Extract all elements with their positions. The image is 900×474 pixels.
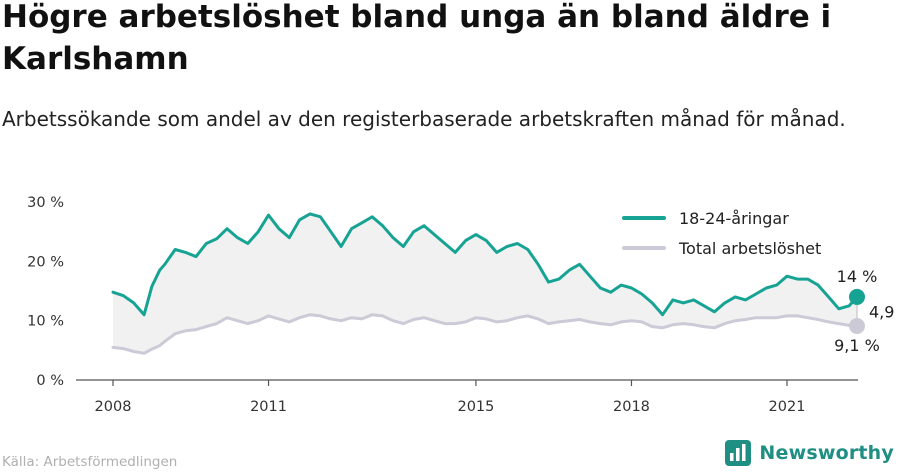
end-label-total: 9,1 % bbox=[834, 336, 880, 355]
end-marker-total bbox=[848, 318, 865, 335]
legend-background bbox=[610, 204, 862, 268]
gap-label: 4,9 % bbox=[869, 302, 900, 321]
source-note: Källa: Arbetsförmedlingen bbox=[2, 454, 178, 470]
x-tick-label: 2018 bbox=[613, 399, 650, 415]
x-tick-label: 2011 bbox=[250, 399, 287, 415]
series-line-total bbox=[111, 313, 859, 355]
end-markers: 14 % 9,1 % 4,9 % bbox=[834, 267, 900, 355]
y-tick-label: 10 % bbox=[27, 314, 64, 330]
brand-logo: Newsworthy bbox=[725, 440, 894, 466]
series-lines bbox=[111, 212, 859, 355]
gap-band bbox=[113, 213, 857, 354]
x-tick-label: 2008 bbox=[95, 399, 132, 415]
end-label-youth: 14 % bbox=[837, 267, 878, 286]
brand-name: Newsworthy bbox=[759, 442, 894, 464]
chart-subtitle: Arbetssökande som andel av den registerb… bbox=[2, 107, 846, 131]
x-tick-label: 2021 bbox=[769, 399, 806, 415]
y-tick-label: 20 % bbox=[27, 254, 64, 270]
chart-title: Högre arbetslöshet bland unga än bland ä… bbox=[2, 0, 832, 77]
gap-band-area bbox=[113, 213, 857, 354]
y-tick-label: 30 % bbox=[27, 195, 64, 211]
series-line-youth bbox=[111, 212, 859, 317]
x-tick-label: 2015 bbox=[457, 399, 494, 415]
end-marker-youth bbox=[848, 288, 865, 305]
legend-label-youth: 18-24-åringar bbox=[679, 209, 789, 228]
axes: 0 % 10 % 20 % 30 % 2008 2011 2015 2018 2021 bbox=[27, 195, 858, 415]
newsworthy-logo-icon bbox=[725, 440, 752, 466]
legend: 18-24-åringar Total arbetslöshet bbox=[610, 204, 862, 268]
legend-label-total: Total arbetslöshet bbox=[678, 239, 821, 258]
y-tick-label: 0 % bbox=[36, 373, 64, 389]
